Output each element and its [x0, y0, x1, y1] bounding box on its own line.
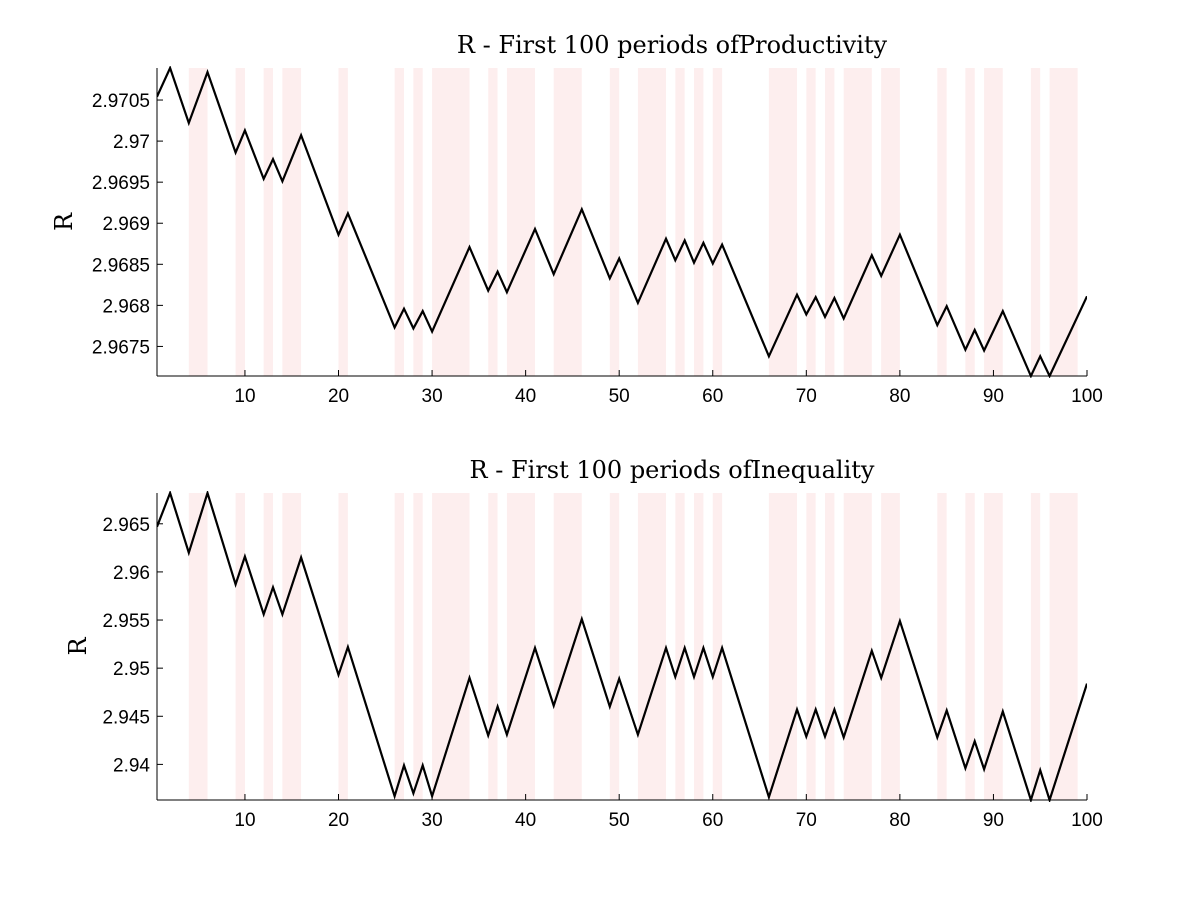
shaded-band — [506, 68, 535, 376]
shaded-band — [338, 493, 348, 800]
shaded-band — [188, 68, 208, 376]
series-line — [157, 66, 1087, 378]
shaded-band — [263, 68, 274, 376]
x-tick-label: 50 — [609, 810, 630, 831]
shaded-band — [694, 68, 704, 376]
y-tick-label: 2.9705 — [92, 91, 150, 112]
x-tick-label: 60 — [702, 386, 723, 407]
shaded-band — [1030, 68, 1041, 376]
x-tick-label: 20 — [328, 386, 349, 407]
shaded-band — [609, 68, 620, 376]
shaded-band — [282, 68, 302, 376]
shaded-band — [188, 493, 208, 800]
shaded-band — [984, 493, 1003, 800]
shaded-band — [506, 493, 535, 800]
x-tick-label: 50 — [609, 386, 630, 407]
shaded-band — [712, 68, 723, 376]
y-tick-label: 2.955 — [102, 611, 150, 632]
shaded-band — [432, 68, 470, 376]
shaded-band — [675, 493, 685, 800]
shaded-band — [768, 493, 797, 800]
shaded-band — [637, 493, 666, 800]
x-tick-label: 80 — [889, 386, 910, 407]
x-tick-label: 90 — [983, 810, 1004, 831]
shaded-band — [637, 68, 666, 376]
y-tick-label: 2.945 — [102, 707, 150, 728]
shaded-band — [768, 68, 797, 376]
y-axis-label: R — [50, 212, 78, 231]
shaded-band — [965, 493, 975, 800]
shaded-band — [394, 68, 405, 376]
x-tick-label: 40 — [515, 386, 536, 407]
shaded-band — [488, 68, 498, 376]
shaded-band — [694, 493, 704, 800]
x-tick-label: 60 — [702, 810, 723, 831]
shaded-band — [413, 493, 423, 800]
y-tick-label: 2.96 — [113, 563, 150, 584]
shaded-band — [413, 68, 423, 376]
shaded-band — [432, 493, 470, 800]
y-tick-label: 2.9685 — [92, 255, 150, 276]
shaded-band — [553, 493, 582, 800]
x-tick-label: 80 — [889, 810, 910, 831]
shaded-band — [712, 493, 723, 800]
shaded-band — [263, 493, 274, 800]
shaded-band — [675, 68, 685, 376]
x-tick-label: 10 — [234, 810, 255, 831]
shaded-band — [965, 68, 975, 376]
shaded-band — [825, 68, 835, 376]
y-tick-label: 2.969 — [102, 214, 150, 235]
x-tick-label: 100 — [1071, 810, 1103, 831]
shaded-band — [806, 68, 816, 376]
x-tick-label: 40 — [515, 810, 536, 831]
chart-title: R - First 100 periods ofProductivity — [457, 31, 888, 59]
shaded-band — [843, 68, 872, 376]
shaded-band — [1049, 493, 1078, 800]
shaded-band — [1030, 493, 1041, 800]
shaded-band — [984, 68, 1003, 376]
shaded-band — [235, 493, 245, 800]
productivity-panel: 10 20 30 40 50 60 70 80 90 100 2.9675 2.968 2.9685 2.… — [50, 31, 1103, 407]
x-tick-label: 70 — [796, 386, 817, 407]
shaded-band — [881, 68, 900, 376]
y-tick-label: 2.97 — [113, 132, 150, 153]
shaded-band — [806, 493, 816, 800]
shaded-band — [394, 493, 405, 800]
x-tick-label: 90 — [983, 386, 1004, 407]
y-tick-label: 2.965 — [102, 515, 150, 536]
x-tick-label: 20 — [328, 810, 349, 831]
x-tick-label: 30 — [422, 386, 443, 407]
shaded-band — [235, 68, 245, 376]
series-line — [157, 491, 1087, 802]
y-tick-label: 2.968 — [102, 296, 150, 317]
shaded-band — [282, 493, 302, 800]
y-tick-label: 2.9675 — [92, 337, 150, 358]
y-tick-label: 2.94 — [113, 755, 150, 776]
shaded-band — [553, 68, 582, 376]
y-tick-label: 2.9695 — [92, 173, 150, 194]
x-tick-label: 10 — [234, 386, 255, 407]
chart-title: R - First 100 periods ofInequality — [470, 456, 875, 484]
x-tick-label: 30 — [422, 810, 443, 831]
x-tick-label: 100 — [1071, 386, 1103, 407]
shaded-band — [488, 493, 498, 800]
shaded-band — [843, 493, 872, 800]
shaded-band — [609, 493, 620, 800]
shaded-band — [1049, 68, 1078, 376]
inequality-panel: 10 20 30 40 50 60 70 80 90 100 2.94 2.945 2.95 2.955 2… — [64, 456, 1103, 831]
shaded-band — [825, 493, 835, 800]
x-tick-label: 70 — [796, 810, 817, 831]
y-tick-label: 2.95 — [113, 659, 150, 680]
y-axis-label: R — [64, 637, 92, 656]
shaded-band — [937, 68, 947, 376]
shaded-band — [937, 493, 947, 800]
